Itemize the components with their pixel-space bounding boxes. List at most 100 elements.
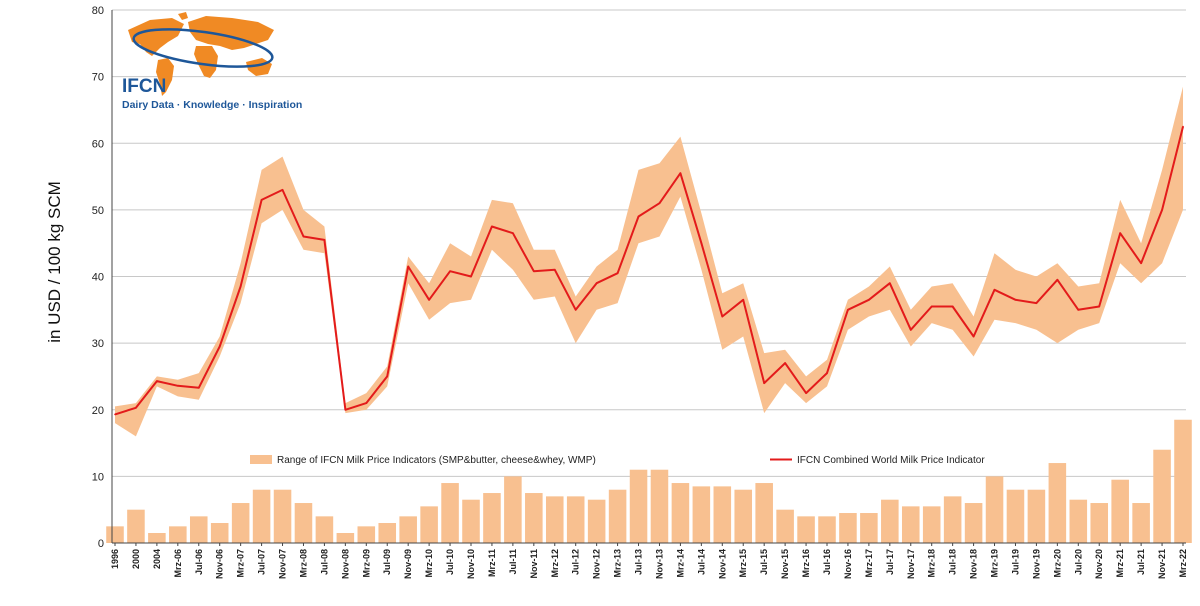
line-point bbox=[868, 299, 870, 301]
line-point bbox=[239, 285, 242, 288]
x-tick-label: Jul-08 bbox=[319, 549, 329, 575]
x-tick-label: Mrz-22 bbox=[1178, 549, 1188, 578]
line-point bbox=[1014, 299, 1017, 301]
line-point bbox=[344, 408, 347, 411]
x-tick-label: Mrz-14 bbox=[675, 549, 685, 578]
x-tick-label: Jul-12 bbox=[571, 549, 581, 575]
logo-tagline: Dairy Data · Knowledge · Inspiration bbox=[122, 99, 302, 111]
line-point bbox=[386, 375, 389, 378]
spread-bar bbox=[818, 516, 836, 543]
x-tick-label: 1996 bbox=[110, 549, 120, 569]
spread-bar bbox=[943, 496, 962, 543]
x-tick-label: Mrz-09 bbox=[361, 549, 371, 578]
y-tick-label: 40 bbox=[92, 272, 104, 284]
line-point bbox=[847, 309, 849, 311]
ifcn-logo: IFCN Dairy Data · Knowledge · Inspiratio… bbox=[122, 12, 302, 111]
y-tick-label: 60 bbox=[92, 138, 104, 150]
y-tick-label: 70 bbox=[92, 72, 104, 84]
x-tick-label: Nov-15 bbox=[780, 549, 790, 579]
line-point bbox=[1077, 309, 1080, 311]
spread-bar bbox=[1048, 463, 1067, 543]
x-tick-label: Nov-08 bbox=[340, 549, 350, 579]
line-point bbox=[889, 282, 891, 284]
line-point bbox=[700, 242, 703, 244]
line-point bbox=[114, 413, 116, 416]
spread-bar bbox=[315, 516, 334, 543]
x-tick-label: Nov-09 bbox=[403, 549, 413, 579]
spread-bar bbox=[734, 489, 753, 543]
line-point bbox=[679, 172, 682, 175]
x-tick-label: Nov-10 bbox=[466, 549, 476, 579]
line-point bbox=[428, 299, 430, 301]
line-point bbox=[449, 270, 451, 272]
line-point bbox=[909, 329, 912, 331]
x-tick-label: Mrz-19 bbox=[990, 549, 1000, 578]
spread-bar bbox=[964, 503, 983, 543]
line-point bbox=[281, 189, 284, 191]
line-point bbox=[470, 275, 472, 278]
spread-bar bbox=[671, 483, 690, 543]
x-tick-label: Nov-19 bbox=[1031, 549, 1041, 579]
line-point bbox=[784, 362, 786, 364]
x-tick-label: Jul-06 bbox=[194, 549, 204, 575]
spread-bar bbox=[629, 469, 648, 543]
x-tick-label: Nov-17 bbox=[906, 549, 916, 579]
x-tick-label: Mrz-16 bbox=[801, 549, 811, 578]
line-point bbox=[658, 202, 661, 205]
spread-bar bbox=[1153, 449, 1171, 543]
spread-bar bbox=[441, 483, 459, 543]
line-point bbox=[365, 402, 368, 404]
line-point bbox=[323, 239, 326, 241]
line-point bbox=[826, 372, 828, 374]
spread-bar bbox=[336, 533, 355, 543]
line-point bbox=[1056, 279, 1059, 281]
spread-bar bbox=[1132, 503, 1150, 543]
line-point bbox=[218, 345, 221, 348]
y-tick-label: 30 bbox=[92, 338, 104, 350]
x-tick-labels: 1996 2000 2004 Mrz-06 Jul-06 Nov-06 Mrz-07 Jul-… bbox=[110, 543, 1188, 579]
spread-bar bbox=[881, 499, 899, 543]
spread-bar bbox=[608, 489, 627, 543]
spread-bar bbox=[713, 486, 732, 543]
legend-range-label: Range of IFCN Milk Price Indicators (SMP… bbox=[277, 455, 596, 466]
line-point bbox=[1161, 209, 1163, 211]
spread-bar bbox=[1111, 479, 1129, 543]
spread-bar bbox=[231, 503, 250, 543]
x-tick-label: Jul-18 bbox=[948, 549, 958, 575]
y-axis-label: in USD / 100 kg SCM bbox=[45, 181, 64, 343]
line-point bbox=[1119, 232, 1121, 234]
x-tick-label: Mrz-08 bbox=[299, 549, 309, 578]
line-point bbox=[407, 265, 409, 268]
line-point bbox=[574, 309, 577, 311]
x-tick-label: Jul-10 bbox=[445, 549, 455, 575]
spread-bar bbox=[127, 509, 145, 543]
spread-bar bbox=[357, 526, 376, 543]
line-point bbox=[260, 199, 263, 201]
y-tick-label: 50 bbox=[92, 205, 104, 217]
x-tick-label: Nov-20 bbox=[1094, 549, 1104, 579]
x-tick-label: Jul-21 bbox=[1136, 549, 1146, 575]
spread-bar bbox=[378, 523, 397, 543]
line-point bbox=[135, 406, 137, 409]
x-tick-label: Jul-19 bbox=[1011, 549, 1021, 575]
line-point bbox=[763, 382, 765, 384]
line-point bbox=[993, 289, 996, 291]
y-tick-labels: 0 10 20 30 40 50 60 70 80 bbox=[92, 5, 104, 550]
x-tick-label: Jul-20 bbox=[1073, 549, 1083, 575]
x-tick-label: Nov-18 bbox=[969, 549, 979, 579]
spread-bar bbox=[587, 499, 606, 543]
spread-bar bbox=[210, 523, 229, 543]
spread-bar bbox=[483, 493, 501, 543]
line-point bbox=[637, 215, 640, 218]
line-point bbox=[972, 335, 975, 338]
spread-bar bbox=[462, 499, 480, 543]
logo-brand: IFCN bbox=[122, 76, 166, 97]
x-tick-label: Nov-06 bbox=[215, 549, 225, 579]
line-point bbox=[302, 235, 305, 238]
line-point bbox=[512, 232, 514, 234]
spread-bar bbox=[755, 483, 773, 543]
x-tick-label: 2000 bbox=[131, 549, 141, 569]
spread-bar bbox=[148, 533, 166, 543]
spread-bar bbox=[650, 469, 669, 543]
